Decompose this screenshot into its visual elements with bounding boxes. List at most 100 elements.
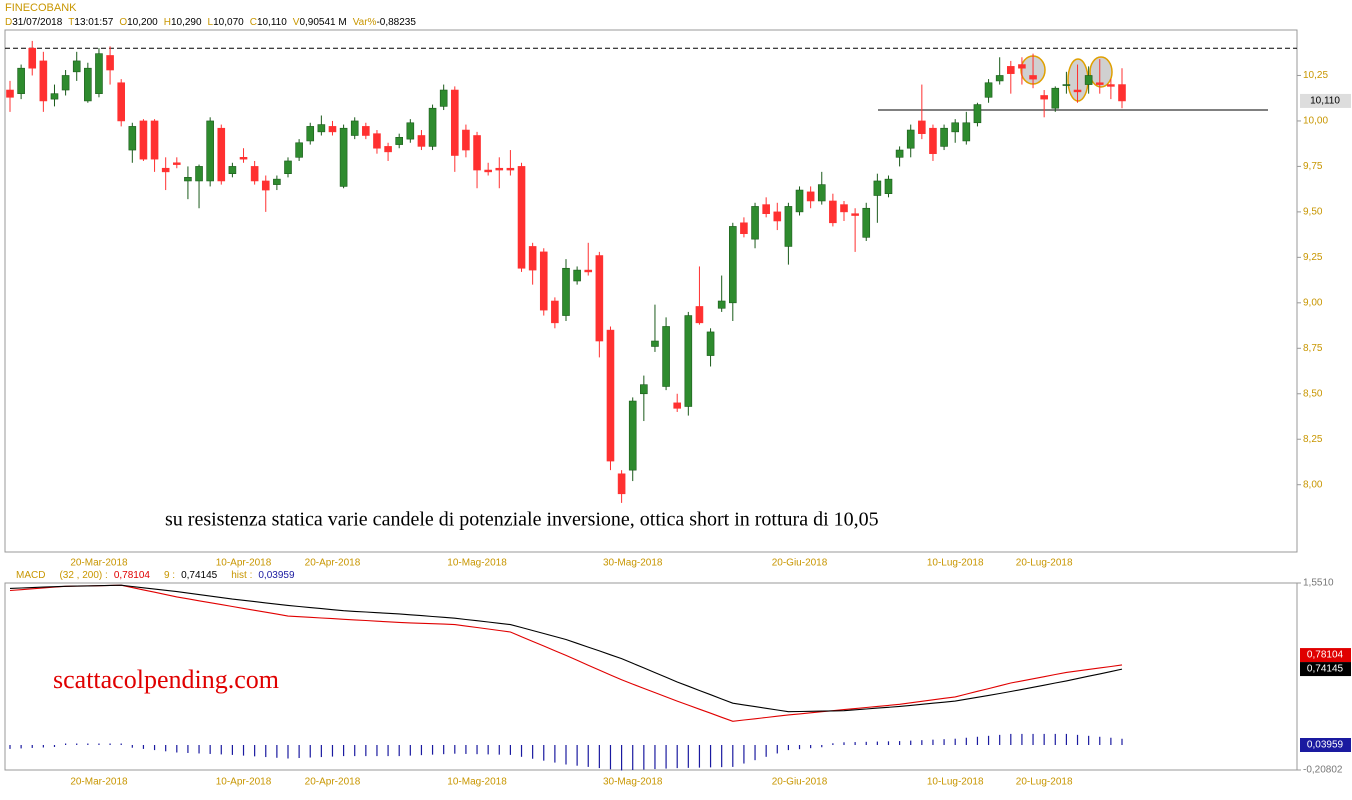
candle-body	[684, 315, 693, 407]
candle-body	[228, 166, 237, 174]
x-tick-label: 20-Apr-2018	[305, 558, 361, 569]
header-value: 31/07/2018	[12, 17, 62, 28]
x-tick-label: 10-Lug-2018	[927, 558, 984, 569]
x-tick-label: 20-Giu-2018	[772, 558, 828, 569]
macd-line	[9, 584, 1123, 722]
candle-body	[239, 157, 248, 160]
legend: MACD (32 , 200) : 0,78104 9 : 0,74145 hist : 0…	[16, 570, 295, 581]
header-key: T	[68, 17, 74, 28]
candle-body	[1118, 84, 1126, 102]
header-key: Var%	[353, 17, 377, 28]
candle-body	[150, 120, 159, 160]
x-tick-label: 10-Apr-2018	[216, 777, 272, 788]
candle-body	[762, 204, 770, 215]
x-tick-label: 10-Apr-2018	[216, 558, 272, 569]
candle-body	[584, 269, 593, 273]
candle-body	[339, 127, 348, 187]
candle-body	[161, 167, 170, 173]
candle-body	[528, 246, 537, 271]
header-key: D	[5, 17, 12, 28]
header-value: 10,070	[213, 17, 244, 28]
candle-body	[195, 166, 203, 182]
candle-body	[139, 120, 148, 160]
y-tick-label: 9,50	[1303, 207, 1323, 218]
legend-value: 0,03959	[258, 570, 295, 581]
candle-body	[128, 126, 137, 151]
price-panel	[4, 29, 1298, 553]
candle-body	[484, 169, 492, 173]
candle-body	[873, 180, 882, 196]
candle-body	[717, 300, 726, 309]
candle-body	[28, 47, 37, 69]
candle-body	[1006, 66, 1015, 74]
x-tick-label: 20-Apr-2018	[305, 777, 361, 788]
y-tick-label: 8,00	[1303, 479, 1323, 490]
price-tag-label: 10,110	[1310, 96, 1340, 107]
y-tick-label: 8,25	[1303, 434, 1323, 445]
candle-body	[72, 60, 81, 73]
candle-body	[384, 146, 392, 153]
y-tick-label: -0,20802	[1303, 765, 1343, 776]
candle-body	[706, 331, 715, 356]
x-tick-label: 20-Lug-2018	[1016, 777, 1073, 788]
candle-body	[1107, 84, 1115, 87]
candle-body	[573, 269, 581, 282]
header-fields: D31/07/2018 T13:01:57 O10,200 H10,290 L10,07…	[5, 17, 416, 28]
x-tick-label: 10-Mag-2018	[447, 777, 507, 788]
candle-body	[651, 340, 659, 347]
candle-body	[295, 142, 303, 158]
candle-body	[884, 178, 893, 194]
candle-body	[728, 226, 737, 304]
candle-body	[362, 126, 370, 136]
value-tag	[1300, 662, 1351, 677]
candle-body	[595, 255, 604, 342]
header-value: 13:01:57	[74, 17, 113, 28]
candle-body	[806, 191, 815, 202]
legend-name: hist :	[231, 570, 252, 581]
candle-body	[117, 82, 125, 122]
header-key: V	[293, 17, 300, 28]
watermark: scattacolpending.com	[53, 665, 279, 694]
candle-body	[1073, 89, 1082, 93]
candle-body	[906, 129, 915, 149]
candle-body	[995, 75, 1004, 82]
header-value: 0,90541 M	[299, 17, 346, 28]
candle-body	[250, 166, 259, 182]
candle-body	[261, 180, 270, 191]
header-value: 10,290	[171, 17, 202, 28]
candle-body	[406, 122, 415, 140]
price-tag	[1300, 93, 1351, 108]
candle-body	[740, 222, 748, 235]
candle-body	[1084, 75, 1093, 85]
y-tick-label: 10,25	[1303, 70, 1328, 81]
candle-body	[606, 329, 615, 462]
legend-name: 9 :	[164, 570, 175, 581]
legend-title: MACD	[16, 570, 45, 581]
candle-body	[395, 137, 404, 145]
x-tick-label: 20-Lug-2018	[1016, 558, 1073, 569]
y-tick-label: 9,75	[1303, 161, 1323, 172]
legend-value: 0,78104	[114, 570, 151, 581]
value-tag-label: 0,78104	[1307, 650, 1344, 661]
candle-body	[61, 75, 70, 91]
candle-body	[206, 120, 214, 182]
annotation: su resistenza statica varie candele di p…	[165, 509, 879, 531]
candle-body	[918, 120, 926, 134]
highlight	[1089, 56, 1113, 88]
candle-body	[951, 122, 960, 133]
y-tick-label: 10,00	[1303, 116, 1328, 127]
candle-body	[373, 133, 381, 149]
candle-body	[184, 177, 192, 182]
candle-body	[984, 82, 993, 98]
candle-body	[1062, 84, 1071, 86]
candle-body	[506, 167, 515, 171]
y-tick-label: 8,50	[1303, 388, 1323, 399]
candle-body	[6, 89, 14, 98]
candle-body	[551, 300, 559, 324]
candle-body	[751, 206, 759, 240]
candle-body	[495, 167, 504, 171]
y-tick-label: 1,5510	[1303, 578, 1334, 589]
candle-body	[695, 306, 704, 324]
